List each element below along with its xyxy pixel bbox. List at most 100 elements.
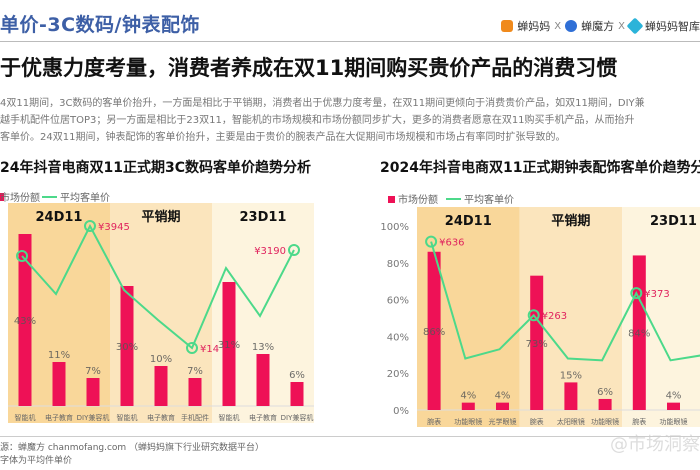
bar-智能机 xyxy=(222,282,236,406)
category-label: 电子教育 xyxy=(249,413,277,422)
bar-智能机 xyxy=(18,234,32,406)
bar-value-label: 43% xyxy=(14,316,36,327)
chart-1-legend-bar-swatch xyxy=(0,193,4,201)
bar-电子教育 xyxy=(256,354,270,406)
bar-value-label: 6% xyxy=(597,387,613,398)
y-tick-label: 100% xyxy=(380,222,409,233)
period-label: 平销期 xyxy=(551,213,590,229)
footer-divider xyxy=(0,436,700,437)
header-divider xyxy=(0,41,700,42)
chart-2-title: 2024年抖音电商双11正式期钟表配饰客单价趋势分析 xyxy=(380,159,700,176)
chart-2-legend-bar-swatch xyxy=(388,196,395,203)
bar-光学眼镜 xyxy=(496,402,509,410)
summary-line-3: 客单价。24双11期间，钟表配饰的客单价抬升，主要是由于贵价的腕表产品在大促期间… xyxy=(0,132,566,143)
headline: 于优惠力度考量，消费者养成在双11期间购买贵价产品的消费习惯 xyxy=(0,56,618,80)
category-label: DIY兼容机 xyxy=(77,413,110,422)
category-label: 腕表 xyxy=(530,417,544,426)
bar-value-label: 7% xyxy=(85,366,101,377)
price-trend-line xyxy=(430,241,700,362)
category-label: 智能机 xyxy=(15,413,36,422)
chart-2-plot: 24D11 平销期 23D11 0% 20% 40% 60% 80% 100% 86% 腕表 4% 功能… xyxy=(380,207,700,427)
price-point-marker xyxy=(16,250,28,262)
price-label: ¥3945 xyxy=(98,222,130,233)
y-tick-label: 20% xyxy=(387,369,409,380)
bar-电子教育 xyxy=(154,366,168,406)
logo-separator: X xyxy=(554,20,562,32)
period-label: 23D11 xyxy=(650,214,697,229)
category-label: 功能眼镜 xyxy=(591,417,619,426)
watermark-text: @市场洞察 xyxy=(610,434,700,455)
chanmama-logo-icon xyxy=(501,20,514,32)
logo-chanmama: 蝉妈妈 xyxy=(517,20,551,33)
font-note: 字体为平均件单价 xyxy=(0,456,73,466)
y-tick-label: 40% xyxy=(387,332,409,343)
price-point-marker xyxy=(288,244,300,256)
chart-1-title: 24年抖音电商双11正式期3C数码客单价趋势分析 xyxy=(0,159,311,176)
category-label: 电子教育 xyxy=(147,413,175,422)
section-title: 单价-3C数码/钟表配饰 xyxy=(0,14,200,36)
summary-line-1: 4双11期间，3C数码的客单价抬升，一方面是相比于平销期，消费者出于优惠力度考量… xyxy=(0,98,645,109)
chart-1-plot: 24D11 平销期 23D11 43% 智能机 11% 电子教育 7% DIY兼容机 30% 智能机… xyxy=(8,203,314,423)
y-tick-label: 60% xyxy=(387,296,409,307)
bar-腕表 xyxy=(427,251,441,410)
chart-1-legend-line: 平均客单价 xyxy=(60,191,110,204)
price-label: ¥636 xyxy=(439,238,464,249)
bar-value-label: 7% xyxy=(187,366,203,377)
category-label: 光学眼镜 xyxy=(489,417,517,426)
category-label: 太阳眼镜 xyxy=(557,417,585,426)
bar-value-label: 4% xyxy=(460,391,476,402)
price-point-marker xyxy=(630,287,643,300)
bar-智能机 xyxy=(120,286,134,406)
logo-chanmofang: 蝉魔方 xyxy=(581,20,615,33)
bar-value-label: 4% xyxy=(666,391,682,402)
period-label: 24D11 xyxy=(36,210,83,225)
bar-value-label: 73% xyxy=(526,339,548,350)
chart-1-legend-bar: 市场份额 xyxy=(0,191,40,204)
y-tick-label: 80% xyxy=(387,259,409,270)
source-note: 源：蝉魔方 chanmofang.com （蝉妈妈旗下行业研究数据平台） xyxy=(0,443,265,453)
period-label: 平销期 xyxy=(141,209,180,225)
logo-zhiku: 蝉妈妈智库 xyxy=(645,20,700,33)
category-label: 腕表 xyxy=(427,417,441,426)
bar-value-label: 15% xyxy=(560,370,582,381)
bar-太阳眼镜 xyxy=(564,382,578,410)
price-point-marker xyxy=(186,342,198,354)
bar-功能眼镜 xyxy=(667,402,680,410)
bar-value-label: 4% xyxy=(495,391,511,402)
price-label: ¥14 xyxy=(200,344,219,355)
bar-功能眼镜 xyxy=(461,402,475,410)
bar-value-label: 84% xyxy=(628,329,650,340)
bar-功能眼镜 xyxy=(598,398,612,410)
category-label: 腕表 xyxy=(632,417,646,426)
y-tick-label: 0% xyxy=(393,406,409,417)
price-label: ¥373 xyxy=(644,289,669,300)
chanmofang-logo-icon xyxy=(565,20,578,32)
bar-手机配件 xyxy=(188,378,202,406)
bar-value-label: 86% xyxy=(423,327,445,338)
category-label: DIY兼容机 xyxy=(281,413,314,422)
category-label: 功能眼镜 xyxy=(660,417,688,426)
chart-2-legend-line: 平均客单价 xyxy=(464,193,514,206)
period-label: 23D11 xyxy=(240,210,287,225)
period-label: 24D11 xyxy=(445,214,492,229)
category-label: 手机配件 xyxy=(181,413,209,422)
logo-separator: X xyxy=(618,20,625,32)
bar-电子教育 xyxy=(52,362,66,406)
price-point-marker xyxy=(527,309,540,322)
category-label: 电子教育 xyxy=(45,413,73,422)
bar-value-label: 13% xyxy=(252,342,274,353)
category-label: 智能机 xyxy=(219,413,240,422)
bar-value-label: 6% xyxy=(289,370,305,381)
partner-logos: 蝉妈妈 X 蝉魔方 X 蝉妈妈智库 xyxy=(501,17,700,35)
price-label: ¥3190 xyxy=(254,246,286,257)
summary-line-2: 越手机配件位居TOP3；另一方面是相比于23双11，智能机的市场规模和市场份额同… xyxy=(0,115,635,126)
bar-DIY兼容机 xyxy=(290,382,304,406)
bar-DIY兼容机 xyxy=(86,378,100,406)
bar-value-label: 11% xyxy=(48,350,70,361)
bar-value-label: 10% xyxy=(150,354,172,365)
bar-value-label: 30% xyxy=(116,342,138,353)
price-point-marker xyxy=(84,220,96,232)
bar-value-label: 31% xyxy=(218,340,240,351)
price-point-marker xyxy=(425,235,438,248)
price-label: ¥263 xyxy=(542,311,567,322)
